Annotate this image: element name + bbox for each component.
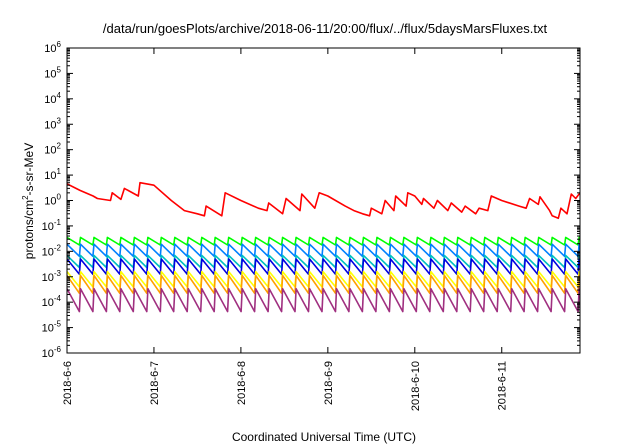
y-tick-label: 10-6 <box>42 345 62 360</box>
y-axis-label: protons/cm2-s-sr-MeV <box>21 143 36 259</box>
y-tick-label: 100 <box>44 193 61 208</box>
y-tick-exp: 2 <box>57 142 62 151</box>
y-axis-label-prefix: protons/cm <box>22 200 36 259</box>
y-tick-base: 10 <box>44 43 56 55</box>
y-tick-exp: 4 <box>57 91 62 100</box>
x-tick-label: 2018-6-6 <box>62 361 74 405</box>
x-tick-label: 2018-6-9 <box>323 361 335 405</box>
y-tick-exp: -6 <box>54 345 62 354</box>
y-tick-exp: 5 <box>57 65 62 74</box>
y-tick-base: 10 <box>44 68 56 80</box>
y-tick-exp: 3 <box>57 116 62 125</box>
y-tick-base: 10 <box>42 246 54 258</box>
y-axis-label-suffix: -s-sr-MeV <box>22 143 36 196</box>
y-tick-label: 10-2 <box>42 243 62 258</box>
y-tick-exp: -3 <box>54 269 62 278</box>
y-tick-exp: -1 <box>54 218 62 227</box>
y-tick-exp: -5 <box>54 320 62 329</box>
y-tick-base: 10 <box>44 196 56 208</box>
y-tick-label: 103 <box>44 116 61 131</box>
series-layer <box>67 181 580 313</box>
x-tick-label: 2018-6-10 <box>410 361 422 411</box>
y-tick-label: 104 <box>44 91 61 106</box>
y-tick-label: 10-3 <box>42 269 62 284</box>
y-tick-label: 10-4 <box>42 294 62 309</box>
y-tick-base: 10 <box>42 348 54 360</box>
series-line-0 <box>67 181 580 220</box>
y-axis-label-sup: 2 <box>21 195 30 200</box>
y-tick-label: 101 <box>44 167 61 182</box>
y-tick-base: 10 <box>42 297 54 309</box>
y-tick-label: 10-1 <box>42 218 62 233</box>
y-tick-base: 10 <box>44 145 56 157</box>
y-tick-base: 10 <box>44 170 56 182</box>
y-tick-label: 106 <box>44 40 61 55</box>
series-line-1 <box>67 236 580 246</box>
x-tick-label: 2018-6-7 <box>149 361 161 405</box>
y-tick-base: 10 <box>42 323 54 335</box>
series-line-7 <box>67 287 580 313</box>
series-line-2 <box>67 243 580 258</box>
chart-title: /data/run/goesPlots/archive/2018-06-11/2… <box>103 21 548 36</box>
series-line-4 <box>67 258 580 276</box>
y-tick-base: 10 <box>44 119 56 131</box>
x-tick-label: 2018-6-8 <box>236 361 248 405</box>
x-tick-label: 2018-6-11 <box>497 361 509 410</box>
y-tick-base: 10 <box>42 221 54 233</box>
y-tick-exp: 1 <box>57 167 62 176</box>
y-tick-exp: -4 <box>54 294 62 303</box>
y-tick-label: 102 <box>44 142 61 157</box>
y-tick-exp: 6 <box>57 40 62 49</box>
y-tick-label: 105 <box>44 65 61 80</box>
y-tick-label: 10-5 <box>42 320 62 335</box>
axes-layer: 10-610-510-410-310-210-11001011021031041… <box>42 40 581 411</box>
y-tick-exp: -2 <box>54 243 62 252</box>
x-axis-label: Coordinated Universal Time (UTC) <box>232 430 416 444</box>
y-tick-exp: 0 <box>57 193 62 202</box>
y-tick-base: 10 <box>42 272 54 284</box>
y-tick-base: 10 <box>44 94 56 106</box>
